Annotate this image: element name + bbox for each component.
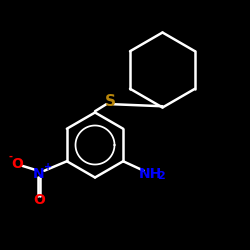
Text: O: O [11,157,23,171]
Text: N: N [33,167,44,181]
Text: +: + [44,162,52,172]
Text: 2: 2 [156,171,164,181]
Text: O: O [33,193,45,207]
Text: NH: NH [138,167,162,181]
Text: -: - [8,152,12,162]
Text: S: S [104,94,116,109]
